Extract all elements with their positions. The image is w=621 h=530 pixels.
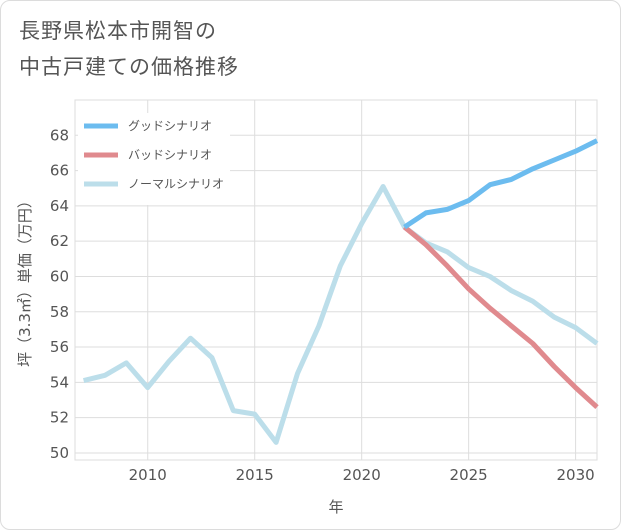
y-tick-label: 64 <box>50 197 69 215</box>
legend-label: グッドシナリオ <box>128 119 212 133</box>
x-tick-label: 2020 <box>343 466 381 484</box>
y-tick-label: 56 <box>50 338 69 356</box>
x-tick-label: 2015 <box>236 466 274 484</box>
chart-title: 長野県松本市開智の 中古戸建ての価格推移 <box>19 13 239 85</box>
y-tick-label: 62 <box>50 232 69 250</box>
x-axis-label: 年 <box>328 498 343 516</box>
y-tick-label: 50 <box>50 444 69 462</box>
y-tick-label: 68 <box>50 126 69 144</box>
legend-label: バッドシナリオ <box>128 148 212 162</box>
y-tick-label: 52 <box>50 409 69 427</box>
y-tick-label: 66 <box>50 162 69 180</box>
y-tick-label: 60 <box>50 267 69 285</box>
x-tick-label: 2030 <box>557 466 595 484</box>
chart-title-line-2: 中古戸建ての価格推移 <box>19 55 239 79</box>
plot-area-border <box>74 99 598 461</box>
y-tick-label: 58 <box>50 303 69 321</box>
series-line-bad <box>402 225 599 409</box>
chart-title-line-1: 長野県松本市開智の <box>19 19 217 43</box>
x-tick-label: 2025 <box>450 466 488 484</box>
x-tick-label: 2010 <box>129 466 167 484</box>
y-tick-label: 54 <box>50 373 69 391</box>
series-lines <box>82 138 599 445</box>
axes: 50 52 54 56 58 60 62 64 66 68 2010 2015 2020 2025 2030 <box>50 126 595 484</box>
y-axis-label: 坪（3.3㎡）単価（万円） <box>16 193 34 367</box>
legend-label: ノーマルシナリオ <box>128 177 224 191</box>
series-line-good <box>403 138 599 230</box>
series-line-normal <box>82 184 599 445</box>
